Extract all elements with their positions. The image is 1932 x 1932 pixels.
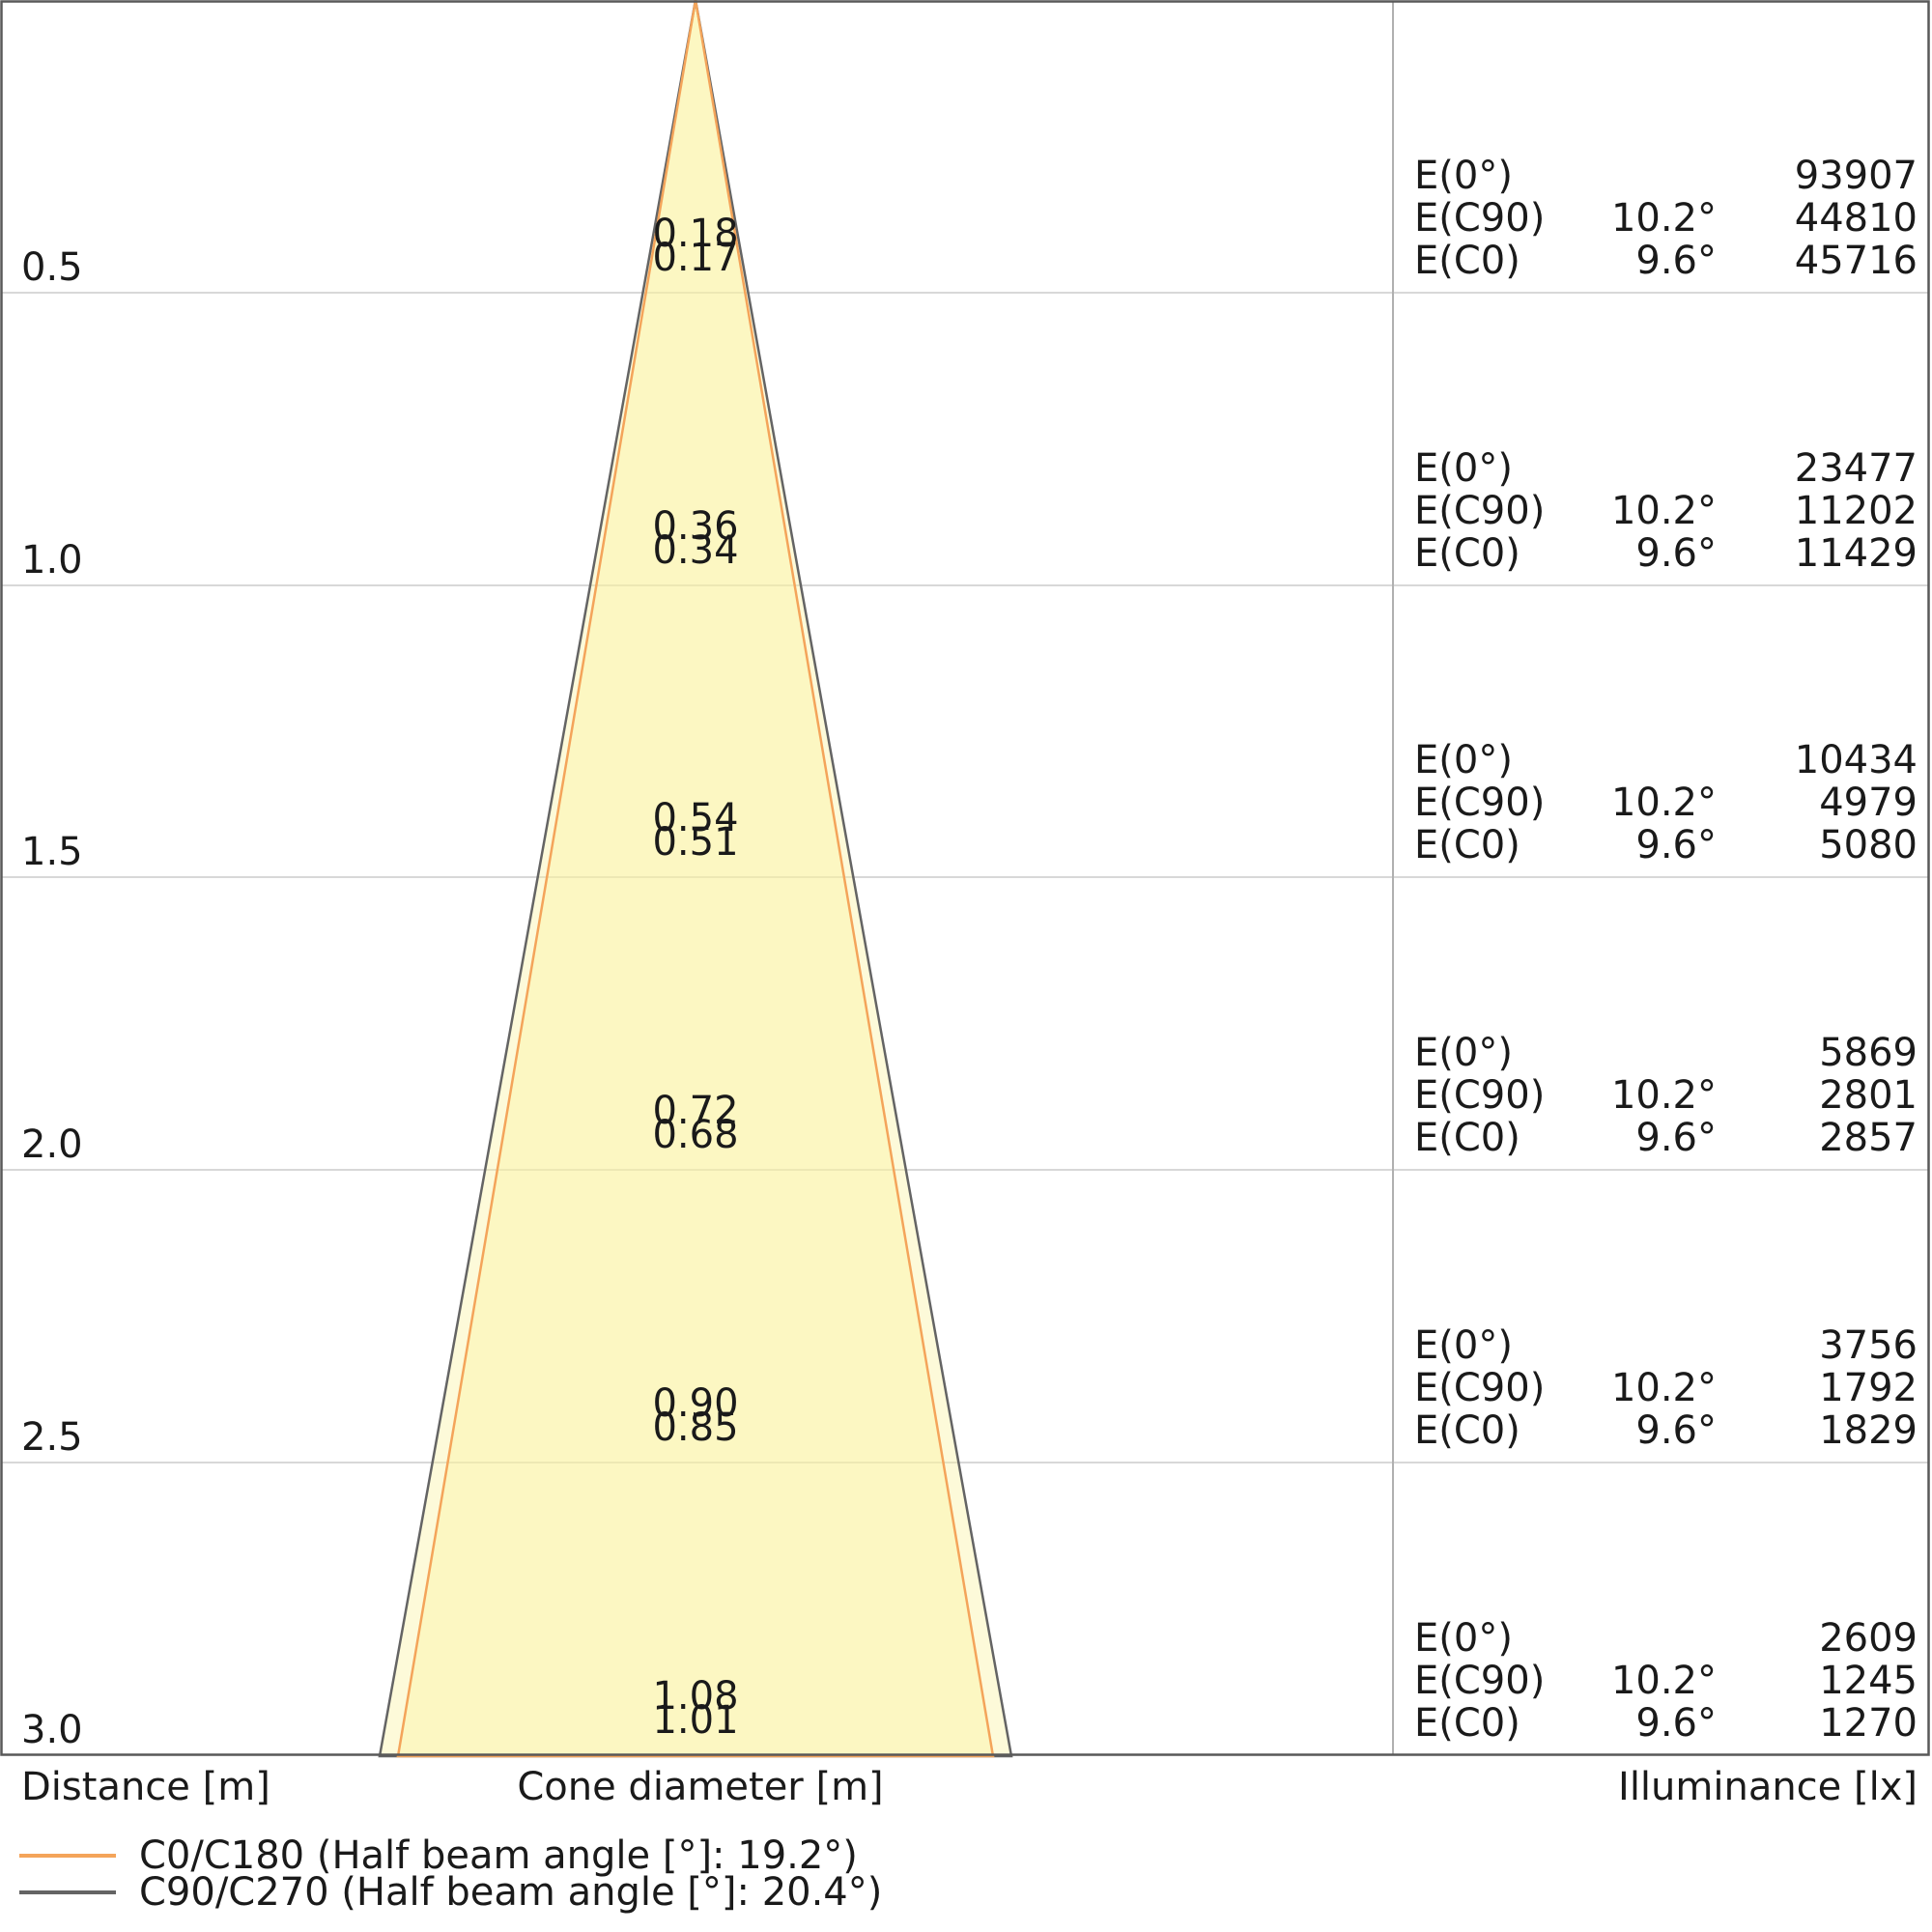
gridlines bbox=[2, 292, 1929, 1463]
e-angle bbox=[1588, 155, 1717, 197]
e-value: 3756 bbox=[1819, 1323, 1918, 1368]
illuminance-block: E(0°) 23477 E(C90) 10.2° 11202 E(C0) 9.6… bbox=[1414, 447, 1918, 575]
cone-c0-fill bbox=[398, 0, 993, 1756]
e-angle bbox=[1588, 447, 1717, 490]
e-value: 93907 bbox=[1794, 154, 1918, 198]
e-angle: 9.6° bbox=[1635, 239, 1717, 283]
e-label: E(0°) bbox=[1414, 1323, 1513, 1368]
cone-diameter-value-c0: 0.51 bbox=[652, 820, 739, 865]
cone-diameter-value-c0: 0.68 bbox=[652, 1113, 739, 1157]
e-label: E(0°) bbox=[1414, 154, 1513, 198]
e-value: 10434 bbox=[1794, 738, 1918, 782]
cone-c90-fill bbox=[380, 0, 1011, 1756]
illuminance-block: E(0°) 10434 E(C90) 10.2° 4979 E(C0) 9.6°… bbox=[1414, 739, 1918, 867]
e-angle: 9.6° bbox=[1635, 1116, 1717, 1160]
e-angle bbox=[1588, 1324, 1717, 1367]
e-value: 1829 bbox=[1819, 1408, 1918, 1453]
e-label: E(0°) bbox=[1414, 738, 1513, 782]
e-label: E(C0) bbox=[1414, 1408, 1520, 1453]
e-angle: 9.6° bbox=[1635, 531, 1717, 576]
e-label: E(C90) bbox=[1414, 489, 1546, 533]
distance-label: 2.5 bbox=[21, 1415, 83, 1460]
e-label: E(C90) bbox=[1414, 1659, 1546, 1703]
e-value: 11202 bbox=[1794, 489, 1918, 533]
e-value: 11429 bbox=[1794, 531, 1918, 576]
illuminance-block: E(0°) 2609 E(C90) 10.2° 1245 E(C0) 9.6° … bbox=[1414, 1617, 1918, 1745]
distance-label: 1.0 bbox=[21, 538, 83, 582]
e-label: E(C0) bbox=[1414, 239, 1520, 283]
e-label: E(0°) bbox=[1414, 1031, 1513, 1075]
e-angle: 9.6° bbox=[1635, 1408, 1717, 1453]
e-value: 1270 bbox=[1819, 1701, 1918, 1746]
e-value: 44810 bbox=[1794, 196, 1918, 241]
e-value: 2801 bbox=[1819, 1073, 1918, 1118]
cone-chart-canvas bbox=[0, 0, 1930, 1758]
e-angle: 10.2° bbox=[1610, 196, 1717, 241]
e-angle: 9.6° bbox=[1635, 1701, 1717, 1746]
legend-item-c90-c270: C90/C270 (Half beam angle [°]: 20.4°) bbox=[19, 1870, 883, 1915]
distance-label: 1.5 bbox=[21, 830, 83, 874]
legend-label: C90/C270 (Half beam angle [°]: 20.4°) bbox=[139, 1870, 883, 1915]
e-angle: 10.2° bbox=[1610, 781, 1717, 825]
e-angle bbox=[1588, 1617, 1717, 1660]
e-label: E(C90) bbox=[1414, 781, 1546, 825]
e-label: E(C0) bbox=[1414, 1116, 1520, 1160]
legend-line-swatch-c90 bbox=[19, 1890, 116, 1894]
e-value: 1245 bbox=[1819, 1659, 1918, 1703]
e-label: E(0°) bbox=[1414, 1616, 1513, 1661]
e-value: 2857 bbox=[1819, 1116, 1918, 1160]
chart-text-overlay: 0.5 0.18 0.17 E(0°) 93907 E(C90) 10.2° 4… bbox=[21, 155, 1918, 1752]
illuminance-axis-caption: Illuminance [lx] bbox=[1618, 1765, 1918, 1809]
e-value: 4979 bbox=[1819, 781, 1918, 825]
illuminance-block: E(0°) 5869 E(C90) 10.2° 2801 E(C0) 9.6° … bbox=[1414, 1032, 1918, 1159]
legend-label: C0/C180 (Half beam angle [°]: 19.2°) bbox=[139, 1833, 858, 1878]
illuminance-block: E(0°) 93907 E(C90) 10.2° 44810 E(C0) 9.6… bbox=[1414, 155, 1918, 282]
e-value: 45716 bbox=[1794, 239, 1918, 283]
cone-c0-outline bbox=[396, 0, 995, 1758]
e-value: 23477 bbox=[1794, 446, 1918, 491]
distance-label: 3.0 bbox=[21, 1708, 83, 1752]
illuminance-block: E(0°) 3756 E(C90) 10.2° 1792 E(C0) 9.6° … bbox=[1414, 1324, 1918, 1452]
legend: C0/C180 (Half beam angle [°]: 19.2°) C90… bbox=[19, 1833, 883, 1915]
e-label: E(C90) bbox=[1414, 1366, 1546, 1410]
e-angle: 10.2° bbox=[1610, 489, 1717, 533]
e-label: E(C0) bbox=[1414, 823, 1520, 867]
distance-label: 0.5 bbox=[21, 245, 83, 290]
e-value: 5869 bbox=[1819, 1031, 1918, 1075]
e-angle: 9.6° bbox=[1635, 823, 1717, 867]
cone-diameter-values: 0.72 0.68 bbox=[502, 1092, 889, 1157]
e-value: 1792 bbox=[1819, 1366, 1918, 1410]
cone-diameter-value-c0: 1.01 bbox=[652, 1698, 739, 1743]
legend-item-c0-c180: C0/C180 (Half beam angle [°]: 19.2°) bbox=[19, 1833, 882, 1878]
chart-frame bbox=[0, 0, 1930, 1756]
e-label: E(C90) bbox=[1414, 196, 1546, 241]
cone-diameter-values: 0.54 0.51 bbox=[502, 799, 889, 865]
cone-diameter-values: 0.36 0.34 bbox=[502, 507, 889, 573]
cone-diameter-value-c0: 0.17 bbox=[652, 236, 739, 280]
distance-label: 2.0 bbox=[21, 1122, 83, 1167]
e-label: E(C90) bbox=[1414, 1073, 1546, 1118]
e-angle: 10.2° bbox=[1610, 1073, 1717, 1118]
distance-axis-caption: Distance [m] bbox=[21, 1765, 270, 1809]
e-label: E(0°) bbox=[1414, 446, 1513, 491]
e-label: E(C0) bbox=[1414, 1701, 1520, 1746]
legend-line-swatch-c0 bbox=[19, 1854, 116, 1858]
e-label: E(C0) bbox=[1414, 531, 1520, 576]
cone-diameter-values: 0.18 0.17 bbox=[502, 214, 889, 280]
cone-diameter-value-c0: 0.85 bbox=[652, 1406, 739, 1450]
e-angle bbox=[1588, 739, 1717, 781]
e-angle: 10.2° bbox=[1610, 1366, 1717, 1410]
cone-diameter-values: 1.08 1.01 bbox=[502, 1677, 889, 1743]
e-value: 2609 bbox=[1819, 1616, 1918, 1661]
e-angle bbox=[1588, 1032, 1717, 1074]
cone-diameter-values: 0.90 0.85 bbox=[502, 1384, 889, 1450]
e-value: 5080 bbox=[1819, 823, 1918, 867]
cone-diameter-value-c0: 0.34 bbox=[652, 528, 739, 573]
cone-diameter-axis-caption: Cone diameter [m] bbox=[517, 1765, 884, 1809]
e-angle: 10.2° bbox=[1610, 1659, 1717, 1703]
